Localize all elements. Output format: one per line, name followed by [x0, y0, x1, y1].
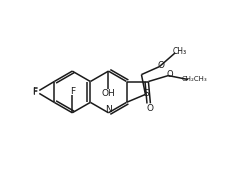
- Text: CH₃: CH₃: [173, 47, 187, 56]
- Text: O: O: [166, 70, 173, 79]
- Text: F: F: [32, 87, 37, 96]
- Text: CH₂CH₃: CH₂CH₃: [182, 76, 207, 82]
- Text: F: F: [70, 87, 75, 96]
- Text: F: F: [32, 88, 37, 97]
- Text: O: O: [157, 61, 164, 70]
- Text: N: N: [105, 105, 112, 114]
- Text: S: S: [144, 89, 150, 98]
- Text: O: O: [147, 104, 154, 113]
- Text: OH: OH: [102, 89, 115, 98]
